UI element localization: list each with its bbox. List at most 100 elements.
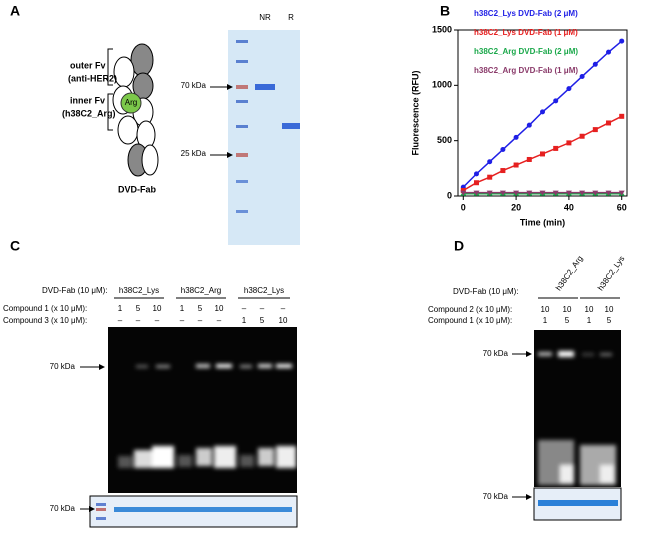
label: – [136,316,141,325]
point [592,190,599,196]
point [487,174,493,180]
label: 10 [153,304,162,313]
label: h38C2_Arg [181,286,221,295]
x-tick-label: 60 [617,202,627,212]
label: h38C2_Arg [554,254,585,292]
point [579,133,585,139]
label: 10 [563,305,572,314]
point [473,171,479,177]
point [499,190,506,196]
label: – [242,304,247,313]
point [605,190,612,196]
point [619,38,625,44]
gel-d-bands [538,351,616,485]
label: 25 kDa [181,149,207,158]
y-tick-label: 0 [447,190,452,200]
label: – [118,316,123,325]
point [579,73,585,79]
point [566,86,572,92]
legend-entry: h38C2_Arg DVD-Fab (2 μM) [474,47,578,56]
label: 70 kDa [50,504,76,513]
gel-c-stain-bands [96,503,292,520]
label: Compound 2 (x 10 μM): [428,305,512,314]
label: 10 [279,316,288,325]
label: 1 [180,304,185,313]
point [553,145,559,151]
label: Compound 1 (x 10 μM): [428,316,512,325]
label: Arg [125,98,137,107]
label: (h38C2_Arg) [62,108,116,118]
label: – [155,316,160,325]
point [500,147,506,153]
label: NR [259,13,271,22]
dvd-fab-schematic [107,43,159,177]
label: 5 [260,316,265,325]
label: 10 [215,304,224,313]
label: 1 [118,304,123,313]
label: – [281,304,286,313]
label: 70 kDa [181,81,207,90]
point [540,151,545,157]
label: 70 kDa [50,362,76,371]
point [565,190,572,196]
label: DVD-Fab (10 μM): [42,286,108,295]
x-tick-label: 0 [461,202,466,212]
gel-c [108,327,297,493]
label: DVD-Fab (10 μM): [453,287,519,296]
panel-label: A [10,3,20,19]
label: – [217,316,222,325]
x-tick-label: 20 [511,202,521,212]
label: 10 [541,305,550,314]
panel-label: D [454,238,464,254]
label: Compound 1 (x 10 μM): [3,304,87,313]
label: inner Fv [70,95,105,105]
point [553,98,559,104]
label: 5 [198,304,203,313]
label: 1 [587,316,592,325]
label: 10 [605,305,614,314]
y-tick-label: 1000 [432,80,452,90]
point [540,109,545,115]
label: 70 kDa [483,349,509,358]
label: 5 [607,316,612,325]
point [473,180,479,186]
label: 5 [565,316,570,325]
point [526,156,532,162]
label: 1 [242,316,247,325]
label: h38C2_Lys [596,254,626,292]
point [592,61,598,67]
point [566,140,572,146]
label: 10 [585,305,594,314]
legend-entry: h38C2_Lys DVD-Fab (1 μM) [474,28,578,37]
point [513,162,519,168]
gel-c-bands [118,364,296,468]
point [500,168,506,174]
label: 70 kDa [483,492,509,501]
point [460,190,467,196]
label: 1 [543,316,548,325]
point [619,113,625,119]
y-tick-label: 1500 [432,24,452,34]
point [618,190,625,196]
point [513,190,520,196]
plot-frame [457,29,628,197]
label: h38C2_Lys [244,286,284,295]
label: – [180,316,185,325]
label: Compound 3 (x 10 μM): [3,316,87,325]
label: R [288,13,294,22]
point [552,190,559,196]
point [606,120,612,126]
point [526,122,532,128]
point [606,49,612,55]
point [513,134,519,140]
label: DVD-Fab [118,184,157,194]
point [539,190,546,196]
point [592,127,598,133]
gel-a-bands [236,40,300,213]
legend-entry: h38C2_Lys DVD-Fab (2 μM) [474,9,578,18]
label: – [198,316,203,325]
label: 5 [136,304,141,313]
panel-label: B [440,3,450,19]
point [579,190,586,196]
